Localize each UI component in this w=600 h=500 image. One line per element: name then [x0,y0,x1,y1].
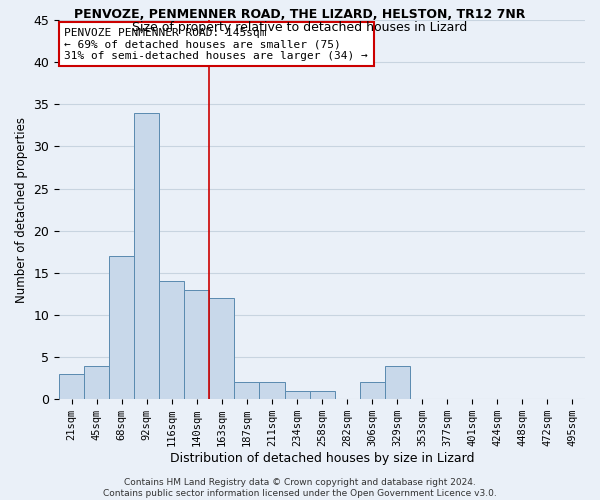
Text: Contains HM Land Registry data © Crown copyright and database right 2024.
Contai: Contains HM Land Registry data © Crown c… [103,478,497,498]
Bar [359,382,385,399]
Bar [134,112,160,399]
Bar [109,256,134,399]
Bar [84,366,109,399]
Bar [235,382,259,399]
Bar [259,382,284,399]
Bar [209,298,235,399]
Bar [385,366,410,399]
Text: Size of property relative to detached houses in Lizard: Size of property relative to detached ho… [133,21,467,34]
Text: PENVOZE, PENMENNER ROAD, THE LIZARD, HELSTON, TR12 7NR: PENVOZE, PENMENNER ROAD, THE LIZARD, HEL… [74,8,526,20]
Bar [59,374,84,399]
X-axis label: Distribution of detached houses by size in Lizard: Distribution of detached houses by size … [170,452,475,465]
Text: PENVOZE PENMENNER ROAD: 145sqm
← 69% of detached houses are smaller (75)
31% of : PENVOZE PENMENNER ROAD: 145sqm ← 69% of … [64,28,368,61]
Bar [184,290,209,399]
Y-axis label: Number of detached properties: Number of detached properties [15,116,28,302]
Bar [310,391,335,399]
Bar [160,281,184,399]
Bar [284,391,310,399]
